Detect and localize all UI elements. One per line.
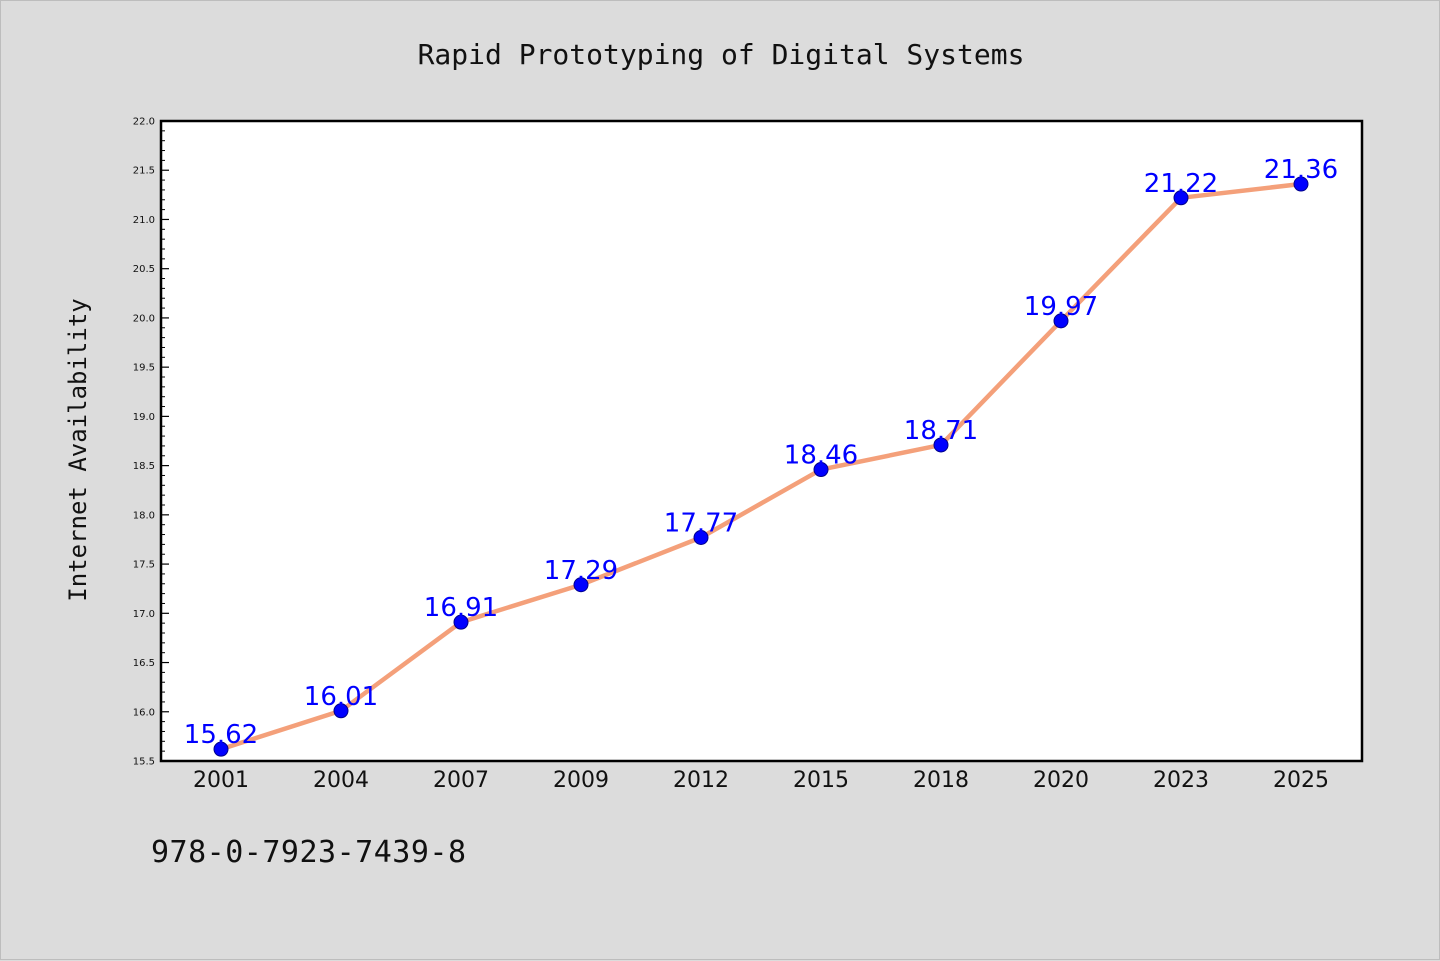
data-point [573,577,589,593]
isbn-text: 978-0-7923-7439-8 [151,835,467,870]
data-point [813,462,829,478]
data-point [1293,176,1309,192]
x-tick-label: 2012 [673,768,729,793]
y-tick-label: 17.5 [133,560,155,571]
series-line [220,181,1302,752]
data-point [933,437,949,453]
y-axis-label: Internet Availability [64,298,92,601]
data-markers [213,176,1309,757]
data-point [213,741,229,757]
data-point [453,614,469,630]
y-tick-label: 21.5 [133,166,155,177]
x-tick-label: 2023 [1153,768,1209,793]
x-tick-label: 2018 [913,768,969,793]
data-label: 16.01 [304,682,378,712]
x-tick-label: 2025 [1273,768,1329,793]
data-labels: 15.62 16.01 16.91 17.29 17.77 18.46 18.71 19.97… [184,155,1338,750]
y-axis: 15.5 16.0 16.5 17.0 17.5 18.0 18.5 19.0 19.5 20.0… [133,117,169,768]
data-label: 19.97 [1024,292,1098,322]
data-point [1173,190,1189,206]
x-tick-label: 2015 [793,768,849,793]
chart-title: Rapid Prototyping of Digital Systems [418,38,1025,71]
data-label: 17.29 [544,556,618,586]
x-tick-label: 2001 [193,768,249,793]
data-point [333,703,349,719]
y-tick-label: 17.0 [133,609,155,620]
data-label: 15.62 [184,720,258,750]
data-label: 16.91 [424,593,498,623]
y-tick-label: 20.5 [133,264,155,275]
x-tick-label: 2020 [1033,768,1089,793]
data-label: 17.77 [664,508,738,538]
x-axis: 2001 2004 2007 2009 2012 2015 2018 2020 2023 2025 [193,768,1329,793]
data-label: 21.22 [1144,169,1218,199]
y-tick-label: 18.0 [133,510,155,521]
y-tick-label: 16.5 [133,658,155,669]
data-point [693,529,709,545]
data-label: 21.36 [1264,155,1338,185]
y-tick-label: 15.5 [133,757,155,768]
plot-area [159,119,1364,763]
y-tick-label: 22.0 [133,117,155,128]
data-point [1053,313,1069,329]
x-tick-label: 2004 [313,768,369,793]
y-tick-label: 21.0 [133,215,155,226]
y-tick-label: 16.0 [133,707,155,718]
data-label: 18.46 [784,441,858,471]
y-tick-label: 19.5 [133,363,155,374]
x-tick-label: 2007 [433,768,489,793]
y-tick-label: 18.5 [133,461,155,472]
x-tick-label: 2009 [553,768,609,793]
data-label: 18.71 [904,416,978,446]
y-tick-label: 19.0 [133,412,155,423]
y-tick-label: 20.0 [133,313,155,324]
